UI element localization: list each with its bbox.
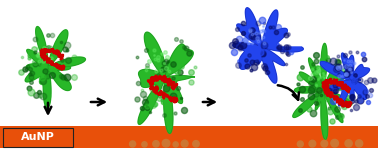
Circle shape	[153, 141, 159, 147]
Polygon shape	[25, 27, 85, 108]
Circle shape	[297, 141, 303, 147]
Polygon shape	[320, 53, 370, 106]
Circle shape	[130, 141, 136, 147]
Circle shape	[331, 139, 338, 147]
FancyBboxPatch shape	[3, 128, 73, 147]
Circle shape	[193, 141, 199, 147]
Circle shape	[321, 140, 328, 147]
Circle shape	[356, 140, 363, 147]
Circle shape	[162, 139, 170, 147]
Circle shape	[345, 140, 352, 147]
Circle shape	[309, 140, 316, 147]
Bar	[0, 126, 378, 148]
Polygon shape	[138, 32, 195, 133]
Text: AuNP: AuNP	[21, 133, 55, 143]
Circle shape	[173, 142, 178, 147]
FancyArrowPatch shape	[278, 85, 299, 100]
Circle shape	[181, 140, 188, 147]
Polygon shape	[233, 8, 303, 83]
Polygon shape	[293, 43, 352, 139]
Circle shape	[142, 142, 147, 147]
